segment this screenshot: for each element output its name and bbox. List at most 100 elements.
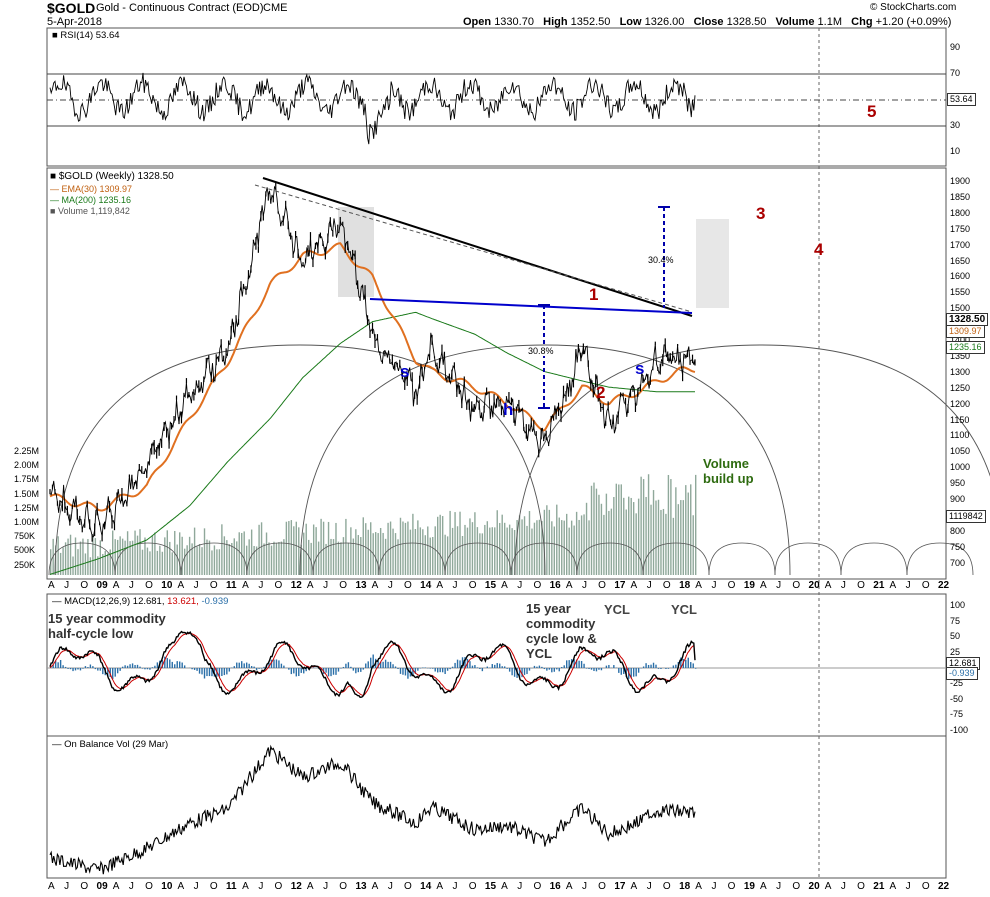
small-arc [246,542,314,576]
macd-hist-bar [454,662,456,668]
macd-hist-bar [491,664,493,668]
x-tick: J [258,881,264,892]
pct-left-label: 30.8% [528,346,554,356]
x-tick: J [323,881,329,892]
volume-bar [680,500,682,575]
ema-legend: — EMA(30) 1309.97 [50,184,133,194]
x-tick: A [177,580,185,591]
volume-bar [561,520,563,575]
macd-hist-bar [645,663,647,668]
macd-hist-bar [469,661,471,668]
x-tick: J [517,881,523,892]
volume-bar [660,509,662,575]
volume-bar [407,521,409,575]
macd-hist-bar [414,668,417,674]
price-tick: 1100 [950,430,970,441]
macd-hist-bar [382,661,384,668]
x-tick: A [889,881,897,892]
price-tick: 750 [950,541,966,552]
volume-bar [171,552,173,575]
chart-exchange: CME [263,2,288,14]
macd-hist-bar [270,659,273,668]
volume-bar [583,514,585,575]
volume-bar [114,539,116,575]
macd-hist-bar [183,665,186,668]
low-label: Low [619,16,642,28]
macd-path [49,630,696,699]
macd-hist-bar [64,666,67,668]
macd-hist-bar [166,658,168,668]
macd-hist-bar [566,660,568,668]
macd-hist-bar [657,668,660,669]
x-tick: J [193,881,199,892]
macd-hist-bar [568,660,570,668]
macd-hist-bar [459,660,461,668]
volume-bar [231,543,233,575]
volume-bar [201,547,203,575]
volume-bar [630,497,632,575]
volume-bar [166,530,168,575]
macd-hist-bar [620,668,622,675]
volume-bar [77,549,79,575]
volume-bar [342,537,345,575]
volume-bar [183,548,186,575]
macd-hist-bar [179,661,181,668]
macd-hist-bar [337,668,340,672]
volume-bar [273,541,275,575]
macd-hist-bar [370,657,372,668]
price-tick: 1600 [950,271,971,282]
macd-hist-bar [389,661,392,668]
x-tick: 18 [679,580,691,591]
volume-bar [496,510,498,575]
volume-bar [610,508,613,575]
macd-hist-bar [193,668,196,670]
macd-hist-bar [575,659,578,668]
macd-hist-bar [407,668,409,679]
big-arc-3 [514,344,990,576]
x-tick: A [824,580,832,591]
macd-hist-bar [444,668,446,675]
volume-bar [379,527,382,575]
macd-hist-bar [479,668,481,670]
volume-bar [471,522,474,575]
x-tick: 09 [96,881,108,892]
volume-bar [104,551,106,575]
macd-hist-bar [660,668,662,669]
macd-hist-bar [365,663,367,668]
macd-hist-bar [630,668,632,679]
volume-bar [97,556,99,575]
price-tick: 1550 [950,287,971,298]
macd-hist-bar [600,668,603,671]
rsi-tick: 30 [950,120,961,130]
macd-tick: -25 [950,678,964,688]
volume-bar [521,519,523,575]
volume-bar [677,504,680,575]
x-tick: A [242,580,249,591]
volume-bar [632,502,635,575]
macd-hist-bar [206,668,208,677]
macd-hist-bar [305,668,307,672]
x-tick: 21 [873,881,885,892]
price-tick: 1400 [950,335,971,345]
volume-bar [494,527,496,575]
downtrend-line [262,177,693,317]
macd-hist-bar [208,668,211,677]
x-tick: O [533,580,542,591]
volume-bar [647,474,650,575]
volume-bar [67,538,69,575]
volume-bar [382,532,384,575]
macd-hist-bar [226,668,228,675]
x-tick: O [921,881,930,892]
volume-bar [285,521,288,575]
macd-hist-bar [283,665,285,668]
volume-bar [461,535,464,575]
x-tick: J [128,580,134,591]
x-tick: 22 [938,580,950,591]
volume-bar [193,527,196,575]
volume-bar [439,514,441,575]
x-tick: O [598,881,606,892]
macd-hist-bar [583,663,585,668]
volume-bar [424,535,426,575]
macd-hist-bar [404,668,407,676]
volume-bar [176,544,178,575]
